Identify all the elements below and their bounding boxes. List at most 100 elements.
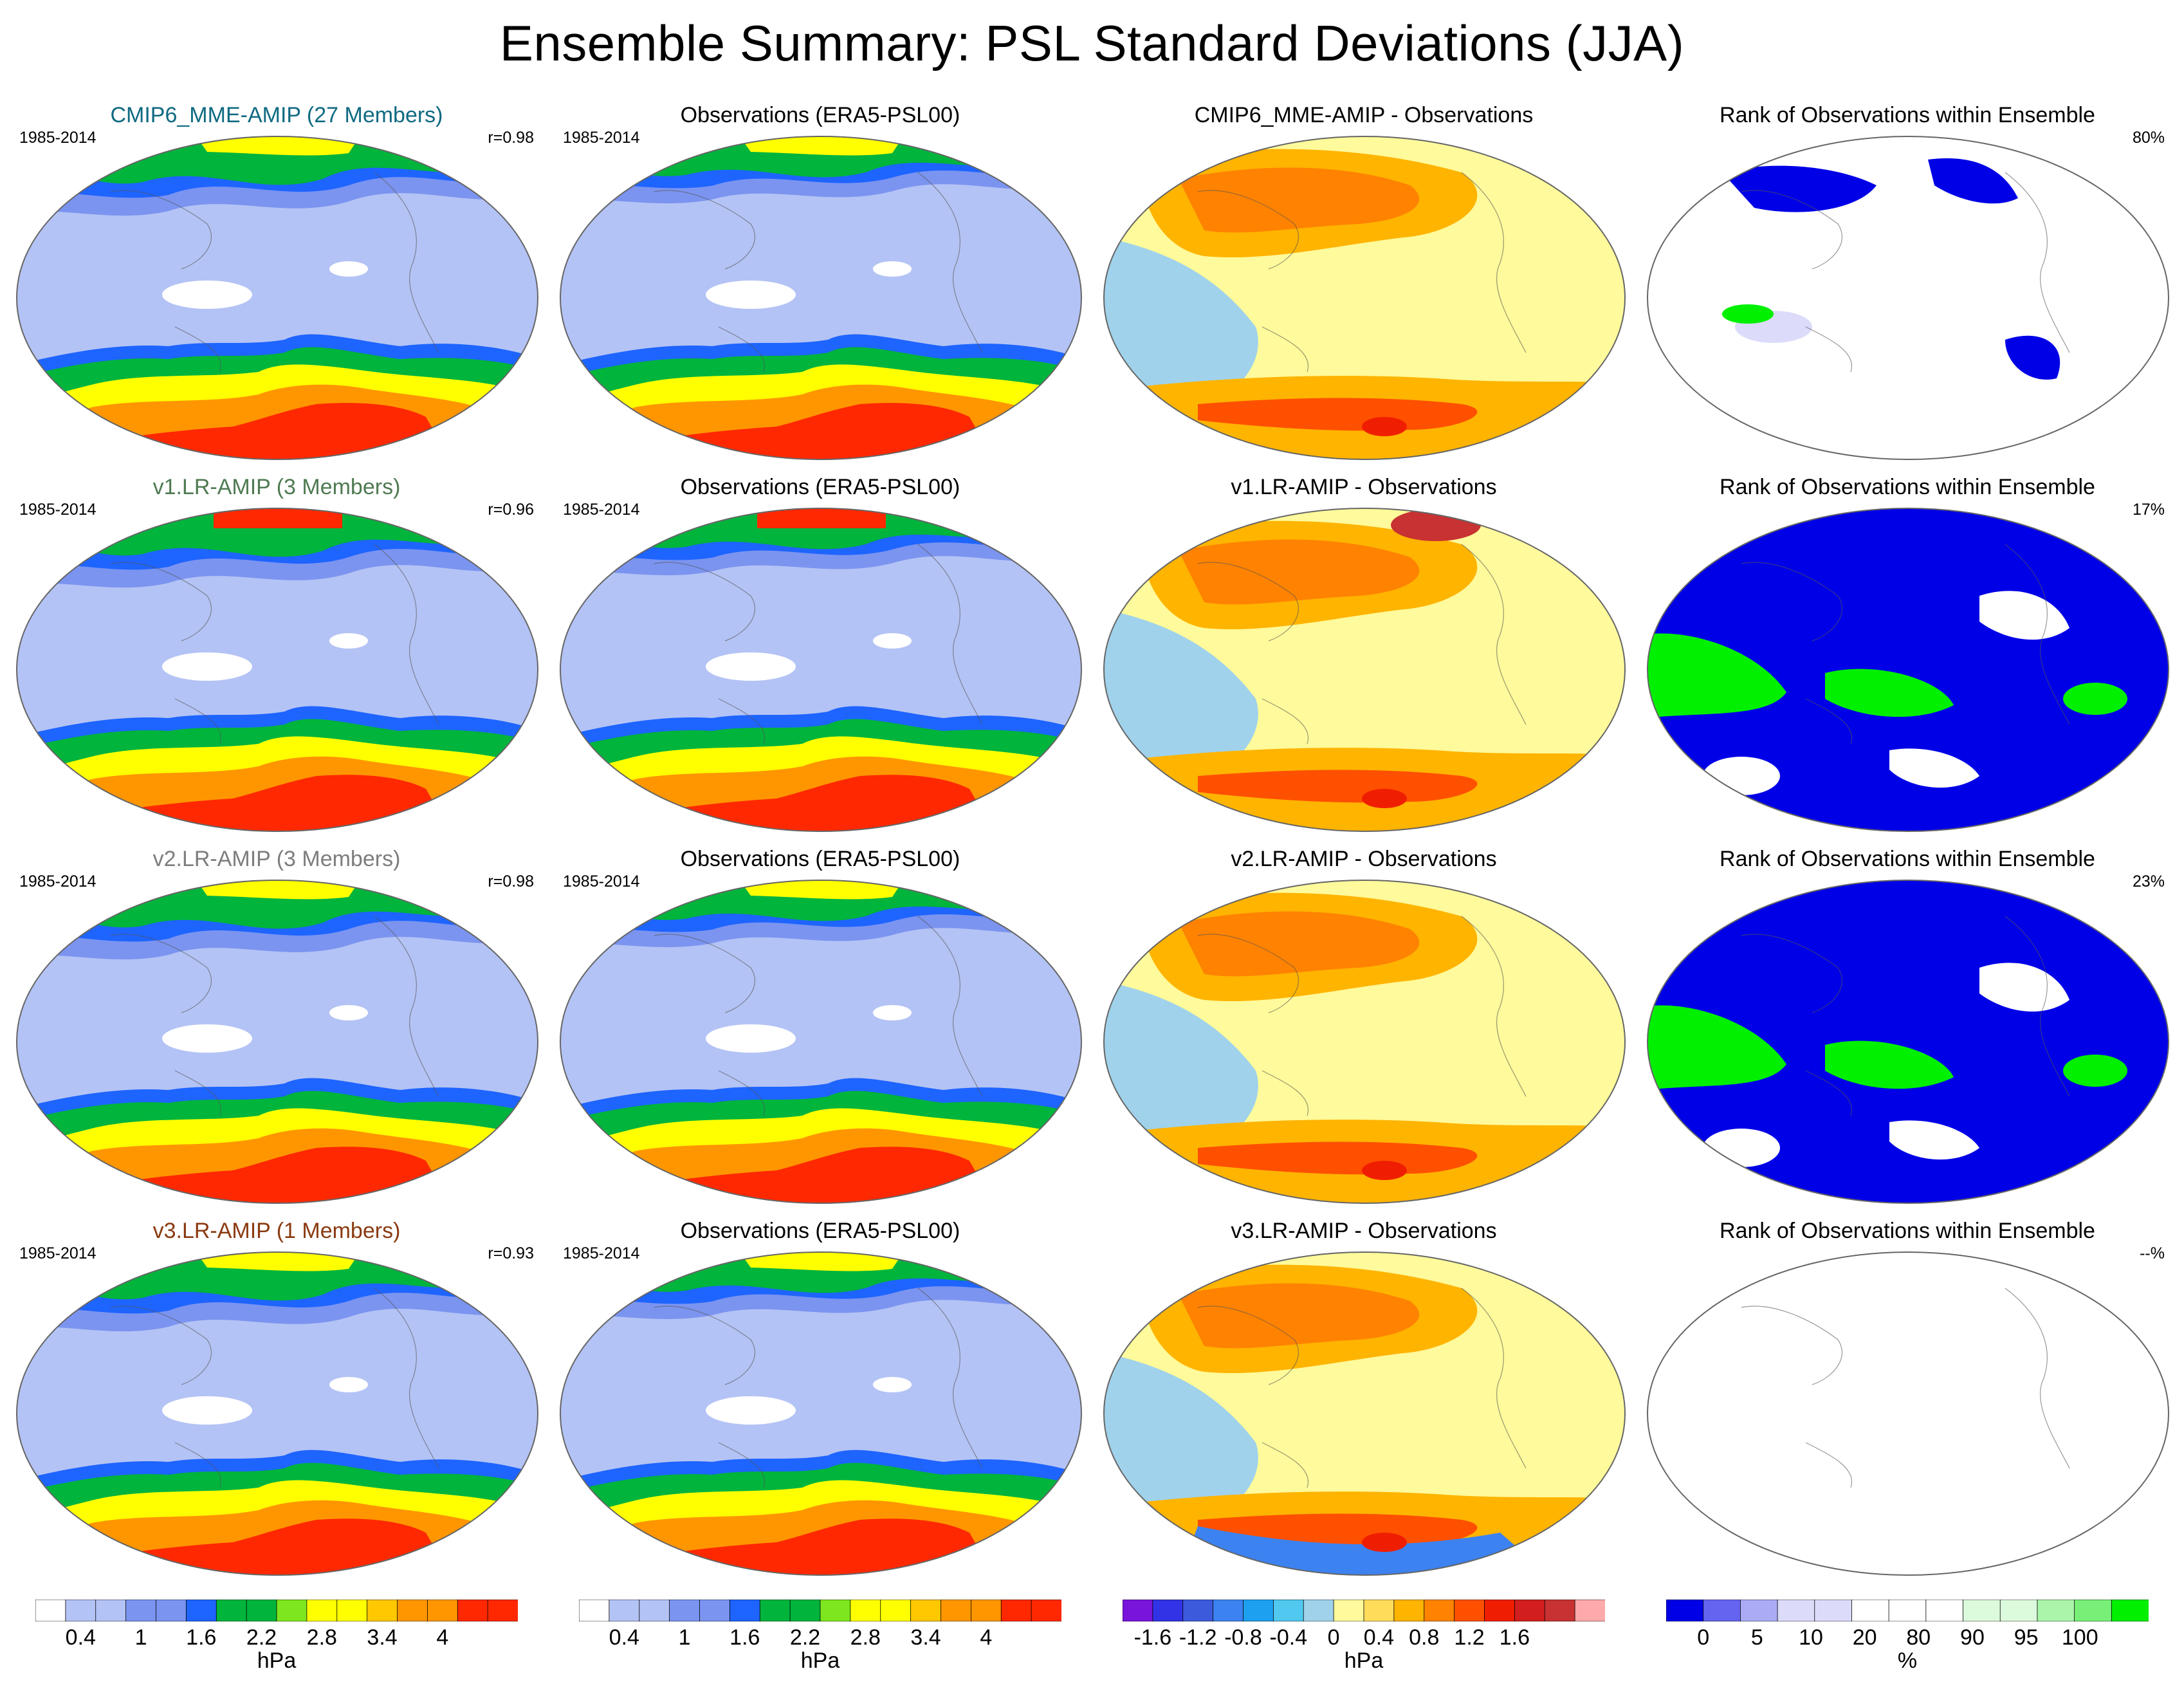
panel-obs-row1: Observations (ERA5-PSL00) 1985-2014 xyxy=(550,103,1090,470)
colorbar-swatch xyxy=(95,1600,127,1621)
colorbar-swatch xyxy=(729,1600,761,1621)
colorbar-swatch xyxy=(35,1600,66,1621)
panel-title: v3.LR-AMIP - Observations xyxy=(1231,1219,1497,1243)
colorbar-tick-label: 3.4 xyxy=(910,1625,941,1650)
panel-diff-row1: CMIP6_MME-AMIP - Observations xyxy=(1094,103,1634,470)
colorbar-swatch xyxy=(457,1600,489,1621)
colorbar-swatch xyxy=(669,1600,701,1621)
colorbar-tick-label: -1.6 xyxy=(1133,1625,1172,1650)
colorbar-swatch xyxy=(1777,1600,1815,1621)
rank-percent-label: 23% xyxy=(2132,872,2165,891)
panel-diff-row3: v2.LR-AMIP - Observations xyxy=(1094,847,1634,1214)
panel-title: v1.LR-AMIP - Observations xyxy=(1231,475,1497,499)
panel-title: Observations (ERA5-PSL00) xyxy=(680,475,960,499)
panel-rank-row4: Rank of Observations within Ensemble --% xyxy=(1637,1219,2178,1585)
std-colorbar-obs-unit: hPa xyxy=(800,1648,840,1673)
panel-obs-row3: Observations (ERA5-PSL00) 1985-2014 xyxy=(550,847,1090,1214)
colorbar-swatch xyxy=(65,1600,96,1621)
panel-title: Rank of Observations within Ensemble xyxy=(1720,475,2095,499)
period-label: 1985-2014 xyxy=(563,872,640,891)
colorbar-swatch xyxy=(1484,1600,1516,1621)
panel-title: v2.LR-AMIP - Observations xyxy=(1231,847,1497,871)
map-diff xyxy=(1101,1250,1628,1578)
panel-rank-row1: Rank of Observations within Ensemble 80% xyxy=(1637,103,2178,470)
colorbar-tick-label: 4 xyxy=(436,1625,449,1650)
colorbar-swatch xyxy=(941,1600,972,1621)
colorbar-swatch xyxy=(1544,1600,1576,1621)
panel-title: Observations (ERA5-PSL00) xyxy=(680,1219,960,1243)
correlation-label: r=0.98 xyxy=(488,872,534,891)
figure-title: Ensemble Summary: PSL Standard Deviation… xyxy=(499,15,1685,71)
colorbar-swatch xyxy=(1888,1600,1927,1621)
colorbar-swatch xyxy=(1393,1600,1425,1621)
panel-title: CMIP6_MME-AMIP (27 Members) xyxy=(110,103,443,127)
colorbar-tick-label: 1.6 xyxy=(1499,1625,1530,1650)
colorbar-tick-label: 5 xyxy=(1750,1625,1763,1650)
colorbar-swatch xyxy=(910,1600,942,1621)
colorbar-tick-label: 0.4 xyxy=(65,1625,96,1650)
panel-diff-row2: v1.LR-AMIP - Observations xyxy=(1094,475,1634,842)
colorbar-swatch xyxy=(1851,1600,1890,1621)
colorbar-swatch xyxy=(1454,1600,1485,1621)
period-label: 1985-2014 xyxy=(19,872,96,891)
colorbar-swatch xyxy=(125,1600,157,1621)
period-label: 1985-2014 xyxy=(19,501,96,519)
panel-title: Observations (ERA5-PSL00) xyxy=(680,103,960,127)
rank-colorbar xyxy=(1666,1600,2149,1621)
std-colorbar-ticks: 0.4 1 1.6 2.2 2.8 3.4 4 xyxy=(35,1625,518,1651)
panel-title: Rank of Observations within Ensemble xyxy=(1720,103,2095,127)
rank-colorbar-unit: % xyxy=(1897,1648,1918,1673)
period-label: 1985-2014 xyxy=(19,129,96,147)
map-diff xyxy=(1101,134,1628,462)
colorbar-swatch xyxy=(1333,1600,1364,1621)
std-colorbar xyxy=(35,1600,518,1621)
std-colorbar-unit: hPa xyxy=(257,1648,297,1673)
colorbar-swatch xyxy=(397,1600,428,1621)
colorbar-tick-label: 0 xyxy=(1697,1625,1710,1650)
panel-model-row4: v3.LR-AMIP (1 Members) 1985-2014 r=0.93 xyxy=(6,1219,547,1585)
colorbar-tick-label: 1.6 xyxy=(730,1625,760,1650)
map-obs xyxy=(558,1250,1084,1578)
colorbar-swatch xyxy=(2074,1600,2113,1621)
colorbar-swatch xyxy=(880,1600,912,1621)
rank-percent-label: --% xyxy=(2140,1244,2165,1262)
colorbar-swatch xyxy=(579,1600,610,1621)
map-model xyxy=(14,506,540,834)
colorbar-swatch xyxy=(487,1600,518,1621)
panel-title: v3.LR-AMIP (1 Members) xyxy=(152,1219,401,1243)
panel-model-row1: CMIP6_MME-AMIP (27 Members) 1985-2014 r=0.… xyxy=(6,103,547,470)
colorbar-swatch xyxy=(2111,1600,2149,1621)
colorbar-tick-label: 95 xyxy=(2014,1625,2039,1650)
colorbar-swatch xyxy=(1152,1600,1184,1621)
colorbar-tick-label: 0.4 xyxy=(1363,1625,1395,1650)
panel-diff-row4: v3.LR-AMIP - Observations xyxy=(1094,1219,1634,1585)
colorbar-swatch xyxy=(970,1600,1002,1621)
colorbar-swatch xyxy=(156,1600,187,1621)
correlation-label: r=0.93 xyxy=(488,1244,534,1262)
panel-obs-row2: Observations (ERA5-PSL00) 1985-2014 xyxy=(550,475,1090,842)
panel-title: CMIP6_MME-AMIP - Observations xyxy=(1194,103,1534,127)
rank-percent-label: 80% xyxy=(2132,129,2165,147)
map-rank xyxy=(1645,506,2171,834)
rank-colorbar-ticks: 0 5 10 20 80 90 95 100 xyxy=(1666,1625,2149,1651)
rank-percent-label: 17% xyxy=(2132,501,2165,519)
colorbar-swatch xyxy=(609,1600,640,1621)
map-model xyxy=(14,134,540,462)
colorbar-swatch xyxy=(1703,1600,1741,1621)
map-obs xyxy=(558,878,1084,1206)
colorbar-swatch xyxy=(306,1600,338,1621)
period-label: 1985-2014 xyxy=(563,1244,640,1262)
colorbar-swatch xyxy=(1272,1600,1305,1621)
colorbar-tick-label: 1 xyxy=(134,1625,147,1650)
colorbar-swatch xyxy=(1123,1600,1153,1621)
colorbar-swatch xyxy=(850,1600,881,1621)
colorbar-swatch xyxy=(1666,1600,1704,1621)
colorbar-tick-label: 100 xyxy=(2061,1625,2098,1650)
map-obs xyxy=(558,506,1084,834)
colorbar-swatch xyxy=(276,1600,307,1621)
map-obs xyxy=(558,134,1084,462)
colorbar-tick-label: 90 xyxy=(1960,1625,1985,1650)
colorbar-swatch xyxy=(1182,1600,1214,1621)
colorbar-swatch xyxy=(1963,1600,2001,1621)
map-model xyxy=(14,878,540,1206)
